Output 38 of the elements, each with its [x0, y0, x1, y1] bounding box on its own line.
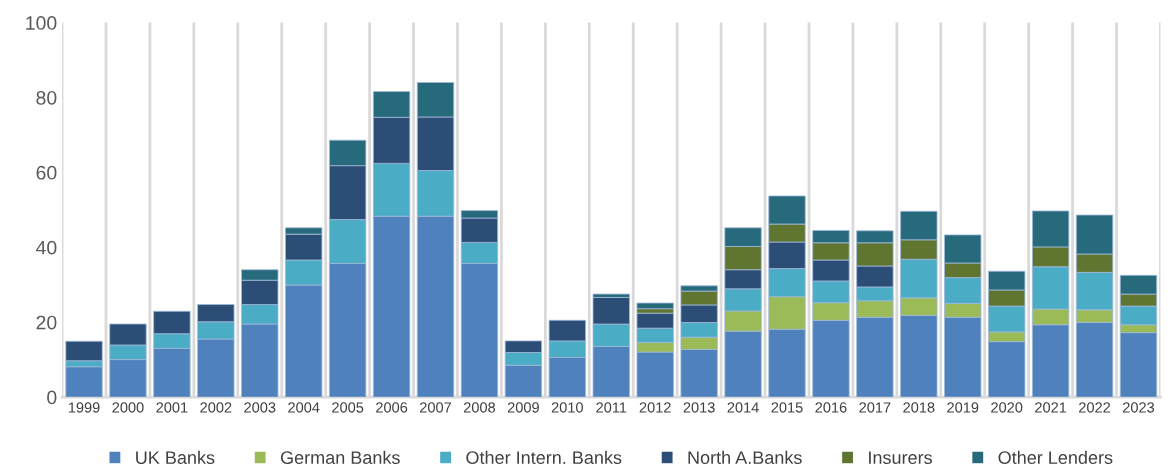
y-tick-label: 40	[36, 240, 57, 255]
x-tick-label: 2000	[112, 402, 144, 413]
x-tick-label: 2015	[771, 402, 803, 413]
y-tick-label: 20	[36, 315, 57, 330]
y-tick-label: 100	[26, 16, 57, 30]
x-tick-label: 2013	[683, 402, 715, 413]
y-tick-label: 80	[36, 90, 57, 105]
legend-label: Other Lenders	[998, 450, 1113, 465]
x-tick-label: 2010	[551, 402, 583, 413]
legend-label: North A.Banks	[688, 450, 802, 465]
x-tick-label: 2018	[903, 402, 935, 413]
y-tick-label: 60	[36, 165, 57, 180]
bar	[636, 302, 674, 310]
x-tick-label: 2009	[507, 402, 539, 413]
x-tick-label: 2006	[376, 402, 408, 413]
legend-label: UK Banks	[136, 450, 215, 465]
x-tick-label: 2019	[947, 402, 979, 413]
x-tick-label: 1999	[68, 402, 100, 413]
x-tick-label: 2022	[1079, 402, 1111, 413]
x-tick-label: 2017	[859, 402, 891, 413]
x-tick-label: 2002	[200, 402, 232, 413]
x-tick-label: 2020	[991, 402, 1023, 413]
x-tick-label: 2003	[244, 402, 276, 413]
x-tick-label: 2005	[332, 402, 364, 413]
legend-label: Other Intern. Banks	[466, 450, 622, 465]
x-tick-label: 2007	[420, 402, 452, 413]
x-tick-label: 2004	[288, 402, 320, 413]
x-tick-label: 2023	[1123, 402, 1155, 413]
legend-label: Insurers	[869, 451, 932, 465]
legend-label: German Banks	[280, 450, 400, 465]
x-tick-label: 2021	[1035, 402, 1067, 413]
x-tick-label: 2012	[639, 402, 671, 413]
x-tick-label: 2016	[815, 402, 847, 413]
x-tick-label: 2001	[156, 402, 188, 413]
x-tick-label: 2014	[727, 402, 759, 413]
x-tick-label: 2011	[596, 402, 627, 413]
x-tick-label: 2008	[463, 402, 496, 413]
y-tick-label: 0	[47, 390, 57, 405]
